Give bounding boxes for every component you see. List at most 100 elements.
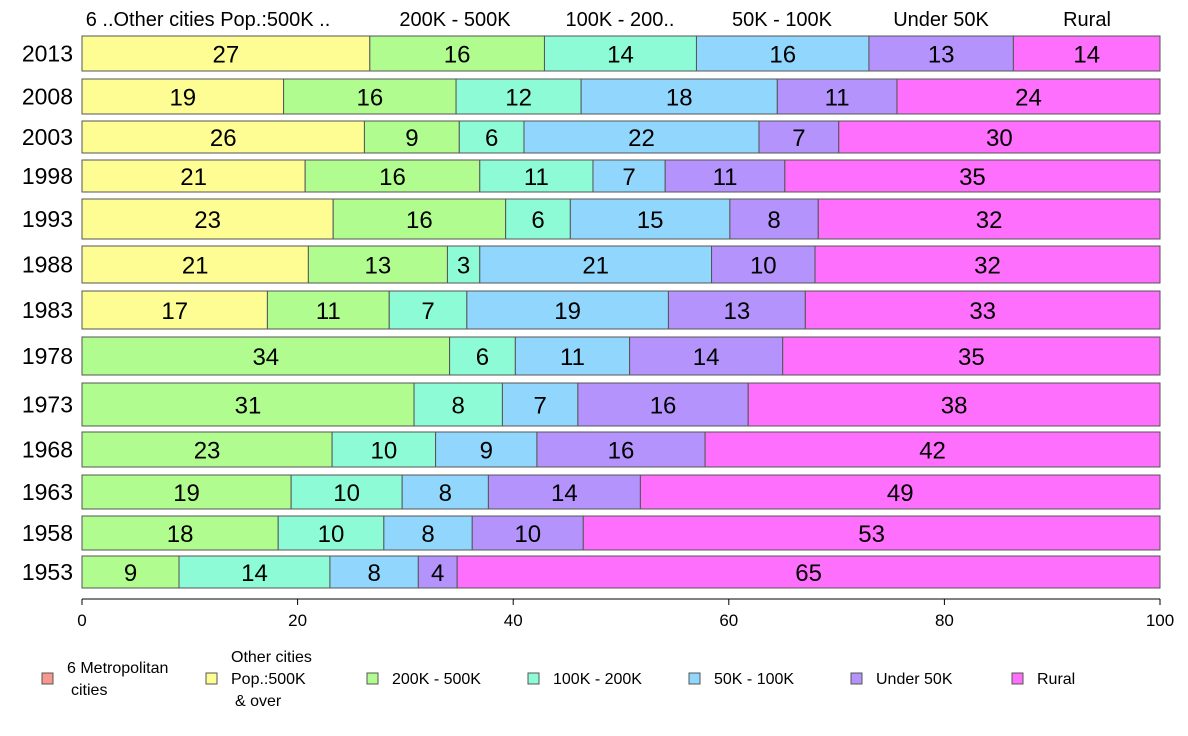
header-label: 200K - 500K bbox=[399, 9, 511, 31]
bar-value-label: 8 bbox=[439, 480, 452, 507]
bar-value-label: 15 bbox=[637, 207, 664, 234]
bar-segment bbox=[435, 431, 538, 468]
bar-value-label: 22 bbox=[628, 125, 655, 152]
bar-value-label: 19 bbox=[169, 85, 196, 112]
bar-value-label: 26 bbox=[210, 125, 237, 152]
bar-segment bbox=[758, 120, 840, 154]
bar-value-label: 9 bbox=[405, 125, 418, 152]
legend-label: Pop.:500K bbox=[231, 671, 306, 688]
bar-value-label: 3 bbox=[457, 253, 470, 280]
bar-value-label: 6 bbox=[531, 207, 544, 234]
bar-value-label: 7 bbox=[533, 393, 546, 420]
bar-value-label: 12 bbox=[505, 85, 532, 112]
bar-segment bbox=[577, 382, 749, 427]
bar-value-label: 19 bbox=[554, 298, 581, 325]
x-tick-label: 80 bbox=[935, 611, 954, 630]
bar-segment bbox=[1012, 35, 1161, 72]
bar-segment bbox=[388, 290, 468, 330]
bar-value-label: 13 bbox=[724, 298, 751, 325]
x-tick-label: 0 bbox=[77, 611, 86, 630]
bar-segment bbox=[455, 78, 582, 115]
bar-value-label: 18 bbox=[167, 521, 194, 548]
bar-segment bbox=[456, 555, 1161, 589]
bar-value-label: 32 bbox=[976, 207, 1003, 234]
year-label: 2003 bbox=[22, 124, 73, 150]
bar-segment bbox=[479, 245, 713, 284]
bar-value-label: 10 bbox=[750, 253, 777, 280]
bar-value-label: 11 bbox=[713, 164, 738, 191]
bar-value-label: 16 bbox=[406, 207, 433, 234]
bar-value-label: 14 bbox=[1073, 42, 1100, 69]
bar-segment bbox=[804, 290, 1161, 330]
bar-segment bbox=[277, 515, 385, 551]
bar-segment bbox=[514, 336, 631, 376]
bar-value-label: 23 bbox=[194, 207, 221, 234]
bar-value-label: 21 bbox=[182, 253, 209, 280]
bar-value-label: 6 bbox=[485, 125, 498, 152]
bar-segment bbox=[536, 431, 706, 468]
bar-value-label: 16 bbox=[608, 438, 635, 465]
x-tick-label: 40 bbox=[504, 611, 523, 630]
year-label: 1953 bbox=[22, 559, 73, 585]
year-label: 1993 bbox=[22, 206, 73, 232]
bar-segment bbox=[283, 78, 457, 115]
bar-segment bbox=[471, 515, 584, 551]
bar-segment bbox=[747, 382, 1161, 427]
legend-swatch bbox=[850, 672, 863, 685]
bar-value-label: 11 bbox=[316, 298, 341, 325]
bar-segment bbox=[266, 290, 390, 330]
bar-segment bbox=[896, 78, 1161, 115]
bar-value-label: 32 bbox=[974, 253, 1001, 280]
legend-label: 50K - 100K bbox=[714, 671, 794, 688]
bar-segment bbox=[479, 159, 594, 193]
bar-segment bbox=[782, 336, 1161, 376]
x-tick-label: 60 bbox=[719, 611, 738, 630]
legend-label: 100K - 200K bbox=[553, 671, 642, 688]
bar-segment bbox=[667, 290, 806, 330]
bar-segment bbox=[523, 120, 760, 154]
bar-segment bbox=[178, 555, 331, 589]
bar-value-label: 10 bbox=[370, 438, 397, 465]
bar-segment bbox=[81, 431, 333, 468]
bar-value-label: 33 bbox=[969, 298, 996, 325]
bar-value-label: 35 bbox=[958, 344, 985, 371]
bar-segment bbox=[81, 35, 371, 72]
legend-swatch bbox=[1011, 672, 1024, 685]
bar-segment bbox=[487, 474, 641, 510]
bar-segment bbox=[569, 198, 731, 240]
bar-segment bbox=[81, 555, 180, 589]
legend-label: 200K - 500K bbox=[392, 671, 481, 688]
year-label: 1983 bbox=[22, 297, 73, 323]
bar-segment bbox=[304, 159, 481, 193]
bar-value-label: 19 bbox=[173, 480, 200, 507]
year-label: 2013 bbox=[22, 41, 73, 67]
bar-value-label: 16 bbox=[356, 85, 383, 112]
bar-segment bbox=[369, 35, 545, 72]
bar-value-label: 53 bbox=[858, 521, 885, 548]
bar-value-label: 65 bbox=[795, 560, 822, 587]
bar-value-label: 11 bbox=[524, 164, 549, 191]
bar-segment bbox=[81, 78, 285, 115]
legend-swatch bbox=[366, 672, 379, 685]
bar-segment bbox=[81, 120, 365, 154]
header-label: 50K - 100K bbox=[732, 9, 833, 31]
bar-value-label: 9 bbox=[480, 438, 493, 465]
bar-segment bbox=[817, 198, 1161, 240]
bar-segment bbox=[413, 382, 503, 427]
bar-value-label: 30 bbox=[986, 125, 1013, 152]
bar-value-label: 10 bbox=[318, 521, 345, 548]
year-label: 1968 bbox=[22, 437, 73, 463]
bar-value-label: 18 bbox=[666, 85, 693, 112]
bar-segment bbox=[580, 78, 778, 115]
bar-value-label: 16 bbox=[650, 393, 677, 420]
legend-swatch bbox=[41, 672, 54, 685]
bar-value-label: 10 bbox=[514, 521, 541, 548]
bar-segment bbox=[466, 290, 669, 330]
legend-label: & over bbox=[235, 693, 282, 710]
legend-label: 6 Metropolitan bbox=[67, 660, 168, 677]
bar-value-label: 7 bbox=[622, 164, 635, 191]
bar-segment bbox=[401, 474, 489, 510]
legend-label: cities bbox=[71, 682, 107, 699]
legend-label: Rural bbox=[1037, 671, 1075, 688]
